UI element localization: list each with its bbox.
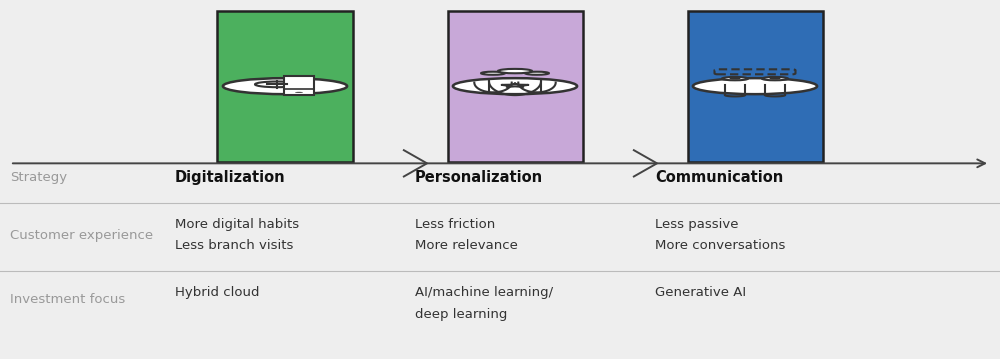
Text: Personalization: Personalization — [415, 170, 543, 185]
Ellipse shape — [693, 78, 817, 94]
Ellipse shape — [525, 72, 549, 75]
Text: Less branch visits: Less branch visits — [175, 239, 293, 252]
Text: Investment focus: Investment focus — [10, 293, 125, 306]
Ellipse shape — [453, 78, 577, 94]
Text: Less friction: Less friction — [415, 218, 495, 231]
FancyBboxPatch shape — [448, 11, 582, 162]
FancyBboxPatch shape — [284, 75, 314, 95]
Text: More digital habits: More digital habits — [175, 218, 299, 231]
Text: Strategy: Strategy — [10, 171, 67, 184]
Ellipse shape — [730, 78, 740, 79]
Text: Hybrid cloud: Hybrid cloud — [175, 286, 260, 299]
Text: More relevance: More relevance — [415, 239, 518, 252]
Ellipse shape — [481, 72, 505, 75]
Ellipse shape — [295, 92, 303, 93]
Text: Digitalization: Digitalization — [175, 170, 286, 185]
Ellipse shape — [223, 78, 347, 94]
FancyBboxPatch shape — [688, 11, 822, 162]
FancyBboxPatch shape — [217, 11, 352, 162]
Ellipse shape — [498, 69, 532, 73]
Text: More conversations: More conversations — [655, 239, 785, 252]
Text: Customer experience: Customer experience — [10, 229, 153, 242]
Text: deep learning: deep learning — [415, 308, 507, 321]
Text: Less passive: Less passive — [655, 218, 738, 231]
Text: Generative AI: Generative AI — [655, 286, 746, 299]
Text: Communication: Communication — [655, 170, 783, 185]
Ellipse shape — [255, 81, 299, 87]
Ellipse shape — [762, 77, 788, 80]
Ellipse shape — [722, 77, 748, 80]
Ellipse shape — [770, 78, 780, 79]
Text: AI/machine learning/: AI/machine learning/ — [415, 286, 553, 299]
